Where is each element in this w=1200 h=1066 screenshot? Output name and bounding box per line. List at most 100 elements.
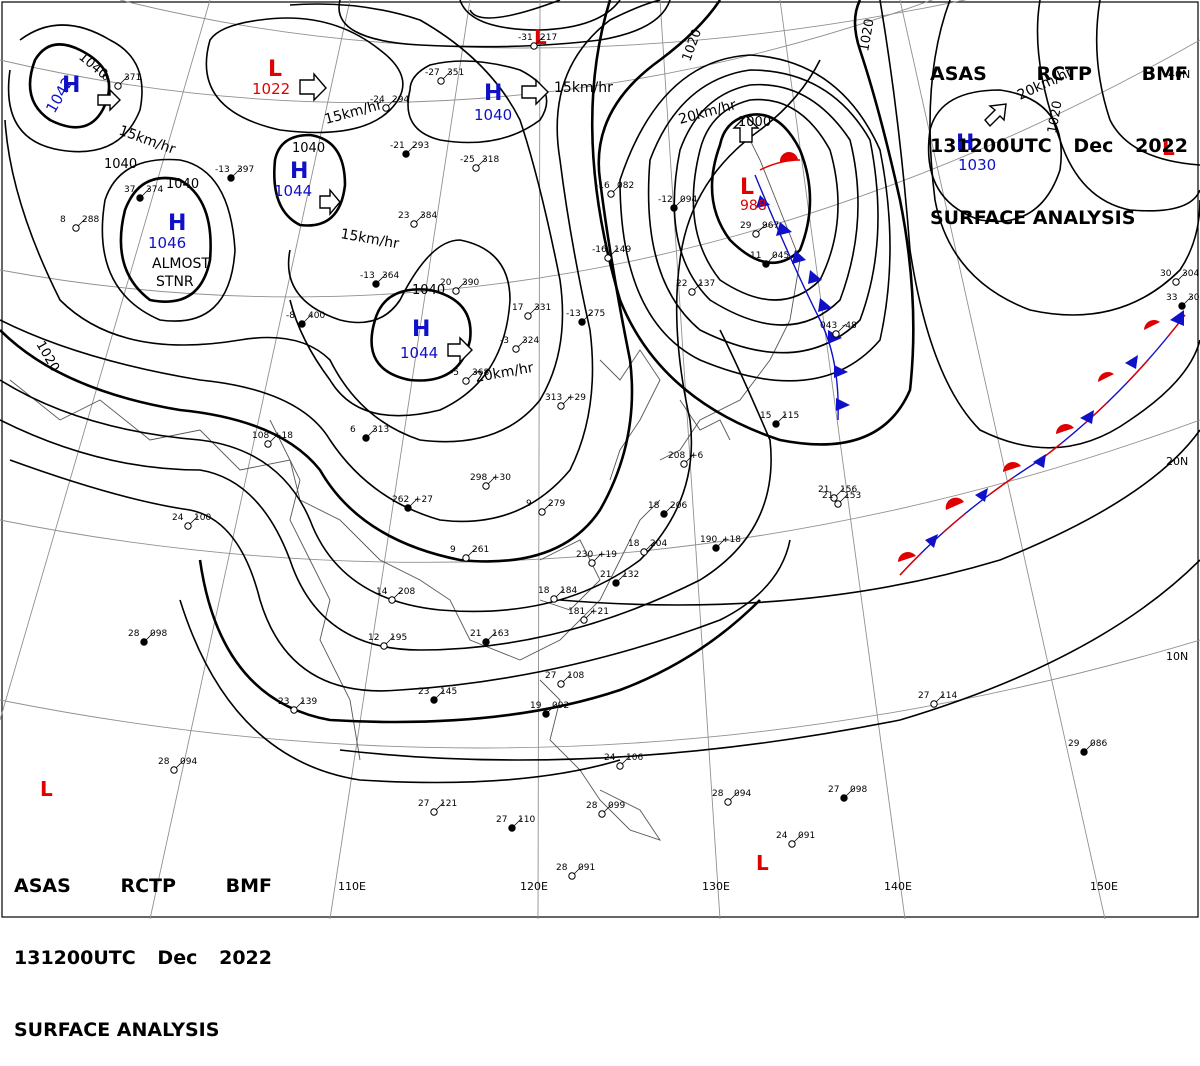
station-temperature: 17 <box>512 303 523 313</box>
station-pressure: 114 <box>940 691 957 701</box>
station-pressure: 368 <box>472 368 489 378</box>
longitude-label: 140E <box>884 880 912 893</box>
station-circle-icon <box>581 617 587 623</box>
station-pressure: 106 <box>626 753 643 763</box>
station-pressure: 261 <box>472 545 489 555</box>
station-temperature: -8 <box>286 311 295 321</box>
station-circle-icon <box>483 483 489 489</box>
station-circle-icon <box>403 151 409 157</box>
station-temperature: 6 <box>102 73 108 83</box>
station-pressure: 108 <box>567 671 584 681</box>
station-circle-icon <box>525 313 531 319</box>
station-circle-icon <box>463 378 469 384</box>
station-temperature: 24 <box>604 753 616 763</box>
station-circle-icon <box>531 43 537 49</box>
station-circle-icon <box>431 809 437 815</box>
station-temperature: 28 <box>712 789 724 799</box>
station-temperature: 313 <box>545 393 562 403</box>
motion-label: 15km/hr <box>554 80 613 96</box>
station-pressure: 288 <box>82 215 99 225</box>
station-pressure: 294 <box>392 95 409 105</box>
station-temperature: 12 <box>368 633 379 643</box>
annotation-line: STNR <box>156 274 194 290</box>
station-temperature: 18 <box>648 501 660 511</box>
station-pressure: 279 <box>548 499 565 509</box>
station-temperature: 27 <box>828 785 839 795</box>
station-circle-icon <box>589 560 595 566</box>
station-temperature: 28 <box>158 757 170 767</box>
station-pressure: 390 <box>462 278 479 288</box>
station-temperature: 24 <box>776 831 788 841</box>
station-temperature: -27 <box>425 68 440 78</box>
station-circle-icon <box>689 289 695 295</box>
station-pressure: +18 <box>274 431 293 441</box>
isobar-label: 1040 <box>104 157 137 172</box>
low-value: 1022 <box>252 80 290 98</box>
station-temperature: 28 <box>556 863 568 873</box>
station-circle-icon <box>1179 303 1185 309</box>
station-temperature: 14 <box>376 587 388 597</box>
station-circle-icon <box>763 261 769 267</box>
station-circle-icon <box>641 549 647 555</box>
station-pressure: +29 <box>567 393 586 403</box>
station-pressure: 094 <box>180 757 197 767</box>
station-circle-icon <box>363 435 369 441</box>
station-pressure: 204 <box>650 539 667 549</box>
station-pressure: 145 <box>440 687 457 697</box>
station-pressure: 293 <box>412 141 429 151</box>
high-value: 1044 <box>400 344 438 362</box>
station-pressure: 967 <box>762 221 779 231</box>
station-temperature: 15 <box>760 411 771 421</box>
station-temperature: 6 <box>350 425 356 435</box>
isobar-label: 1040 <box>166 177 199 192</box>
station-circle-icon <box>389 597 395 603</box>
isobar-label: 1040 <box>292 141 325 156</box>
latitude-label: 20N <box>1166 455 1188 468</box>
title-month: Dec <box>157 946 197 970</box>
station-circle-icon <box>171 767 177 773</box>
station-temperature: 043 <box>820 321 837 331</box>
station-temperature: -12 <box>658 195 673 205</box>
station-circle-icon <box>543 711 549 717</box>
station-temperature: 24 <box>172 513 184 523</box>
station-circle-icon <box>73 225 79 231</box>
station-pressure: 099 <box>608 801 625 811</box>
station-temperature: -21 <box>390 141 405 151</box>
station-circle-icon <box>291 707 297 713</box>
station-circle-icon <box>789 841 795 847</box>
station-pressure: 149 <box>614 245 631 255</box>
station-circle-icon <box>473 165 479 171</box>
station-circle-icon <box>431 697 437 703</box>
station-pressure: 275 <box>588 309 605 319</box>
station-pressure: 324 <box>522 336 539 346</box>
station-pressure: 351 <box>447 68 464 78</box>
station-circle-icon <box>613 580 619 586</box>
station-temperature: 19 <box>530 701 542 711</box>
station-temperature: 27 <box>496 815 507 825</box>
station-temperature: 262 <box>392 495 409 505</box>
station-pressure: 384 <box>420 211 437 221</box>
title-code: BMF <box>226 874 272 898</box>
station-pressure: +30 <box>492 473 511 483</box>
high-letter: H <box>290 159 308 184</box>
high-value: 1046 <box>148 234 186 252</box>
station-circle-icon <box>185 523 191 529</box>
station-pressure: 100 <box>194 513 211 523</box>
station-circle-icon <box>405 505 411 511</box>
latitude-label: 10N <box>1166 650 1188 663</box>
station-pressure: 082 <box>617 181 634 191</box>
station-pressure: 098 <box>150 629 167 639</box>
station-temperature: 298 <box>470 473 487 483</box>
station-circle-icon <box>1081 749 1087 755</box>
station-temperature: 181 <box>568 607 585 617</box>
isobar-label: 1000 <box>738 115 771 130</box>
station-temperature: -31 <box>518 33 533 43</box>
station-circle-icon <box>841 795 847 801</box>
station-temperature: 230 <box>576 550 593 560</box>
title-product: SURFACE ANALYSIS <box>930 206 1188 230</box>
title-year: 2022 <box>1135 134 1188 158</box>
station-circle-icon <box>551 596 557 602</box>
station-temperature: 22 <box>676 279 687 289</box>
station-circle-icon <box>373 281 379 287</box>
station-circle-icon <box>539 509 545 515</box>
